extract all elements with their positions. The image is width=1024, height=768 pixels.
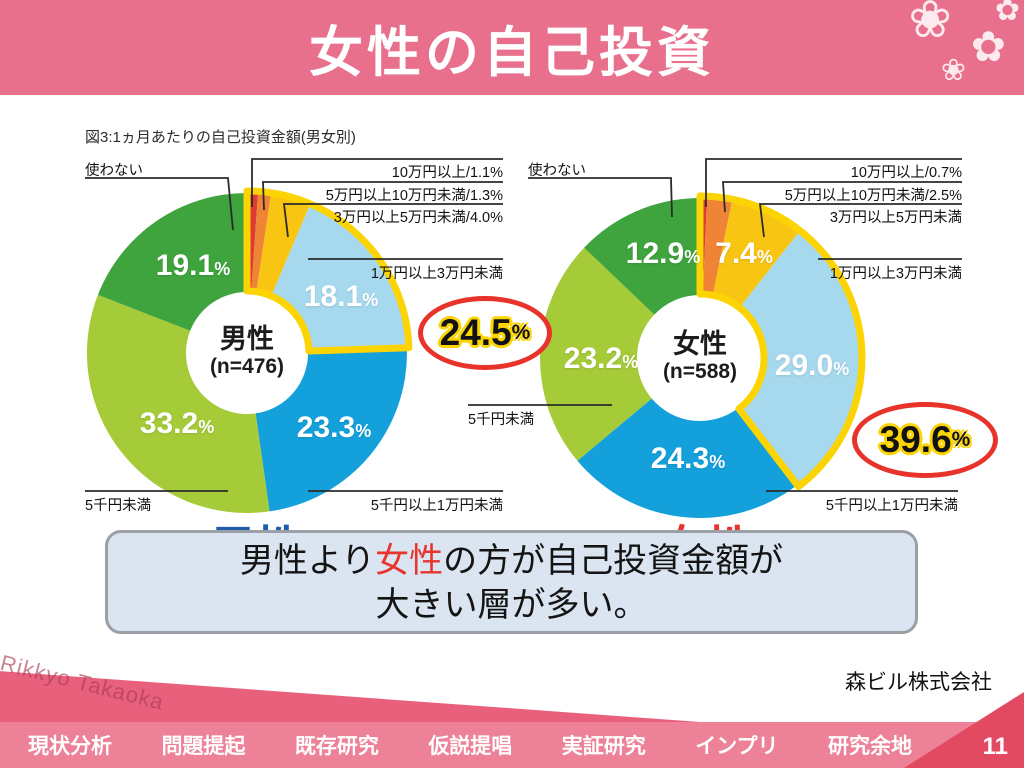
label-women-100k-plus: 10万円以上/0.7% [850,165,962,181]
flower-icon: ✿ [994,0,1020,27]
leader-line [251,158,503,207]
leader-line [85,177,234,231]
slice-value-label: 33.2% [139,407,215,440]
label-women-tsukawanai: 使わない [528,163,586,179]
flower-icon: ❀ [908,0,952,49]
label-men-tsukawanai: 使わない [85,163,143,179]
summary-highlight: 女性 [375,542,444,580]
leader-line [758,203,962,238]
label-women-5k-10k: 5千円以上1万円未満 [825,498,958,514]
leader-line [705,158,962,207]
slice-value-label: 29.0% [774,349,850,382]
nav-item-jissho-kenkyu[interactable]: 実証研究 [561,735,646,758]
leader-line [262,181,503,211]
donut-center-label-women: 女性 (n=588) [662,329,738,383]
leader-line [528,177,673,218]
slice-value-label: 24.3% [650,442,726,475]
donut-slice [712,201,799,309]
flower-icon: ❀ [940,54,966,87]
page-title: 女性の自己投資 [309,23,715,83]
highlight-callout-women: 39.6 % [852,402,998,478]
slice-value-label: 7.4% [715,237,773,270]
figure-title: 図3:1ヵ月あたりの自己投資金額(男女別) [85,129,356,146]
donut-slice [577,398,798,518]
label-women-50k-100k: 5万円以上10万円未満/2.5% [784,188,962,204]
page-number: 11 [982,733,1008,760]
highlight-ring [243,187,413,355]
label-men-100k-plus: 10万円以上/1.1% [391,165,503,181]
summary-line-2: 大きい層が多い。 [375,586,648,624]
donut-slice [97,192,248,331]
slice-value-label: 12.9% [625,237,701,270]
donut-slice [251,193,271,293]
donut-slice [702,198,732,297]
label-men-5k-10k: 5千円以上1万円未満 [370,498,503,514]
label-men-30k-50k: 3万円以上5万円未満/4.0% [333,210,503,226]
donut-slice [738,232,861,485]
label-men-under5k: 5千円未満 [85,498,152,514]
nav-item-impli[interactable]: インプリ [695,735,779,758]
label-women-10k-30k: 1万円以上3万円未満 [829,266,962,282]
donut-slice [255,347,407,512]
header-bar: 女性の自己投資 [0,0,1024,95]
slice-value-label: 19.1% [155,249,231,282]
nav-item-mondai-teiki[interactable]: 問題提起 [161,735,246,758]
slice-value-label: 23.2% [563,342,639,375]
donut-slice [540,247,655,461]
slice-value-label: 18.1% [303,280,379,313]
nav-items: 現状分析 問題提起 既存研究 仮説提唱 実証研究 インプリ 研究余地 [0,722,1024,768]
bottom-nav-bar: 現状分析 問題提起 既存研究 仮説提唱 実証研究 インプリ 研究余地 [0,722,1024,768]
leader-line [722,181,962,213]
label-women-30k-50k: 3万円以上5万円未満 [829,210,962,226]
donut-slice [270,205,407,351]
donut-slice [86,294,270,513]
nav-item-kison-kenkyu[interactable]: 既存研究 [294,735,379,758]
highlight-ring [696,192,866,491]
leader-line [282,203,503,238]
label-men-10k-30k: 1万円以上3万円未満 [370,266,503,282]
floral-decoration: ❀ ✿ ❀ ✿ [844,0,1024,95]
summary-box: 男性より女性の方が自己投資金額が 大きい層が多い。 [105,530,918,634]
summary-line-1: 男性より女性の方が自己投資金額が [239,542,784,580]
credit-text: 森ビル株式会社 [845,671,992,694]
nav-item-kasetsu-teisho[interactable]: 仮説提唱 [428,735,513,758]
donut-center-label-men: 男性 (n=476) [209,324,285,378]
slice-value-label: 23.3% [296,411,372,444]
nav-item-kenkyu-yochi[interactable]: 研究余地 [828,735,912,758]
highlight-callout-men: 24.5 % [418,296,552,370]
nav-item-genjo-bunseki[interactable]: 現状分析 [28,735,112,758]
flower-icon: ✿ [970,23,1006,70]
donut-slice [256,194,310,297]
donut-slice [584,198,700,315]
label-men-50k-100k: 5万円以上10万円未満/1.3% [325,188,503,204]
label-women-under5k: 5千円未満 [468,412,535,428]
